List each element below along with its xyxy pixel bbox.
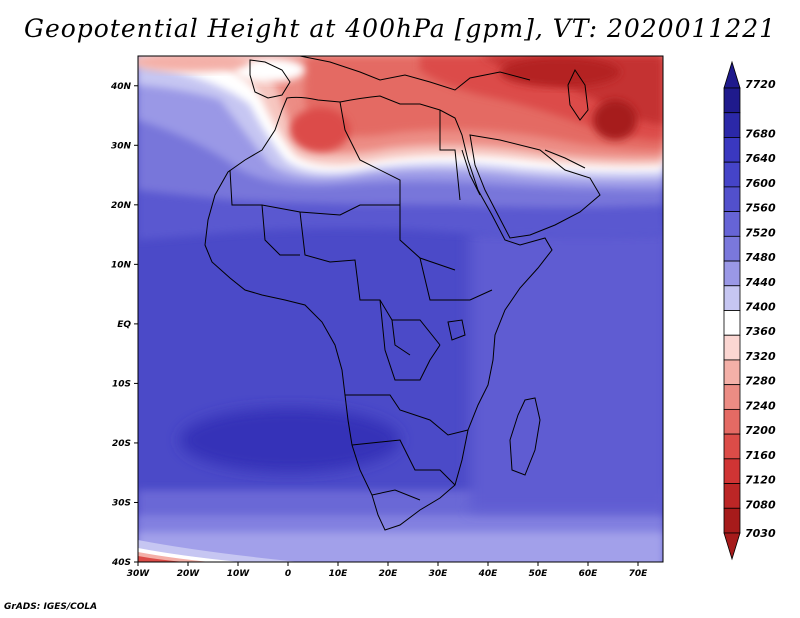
y-tick-label: EQ — [117, 320, 131, 330]
colorbar-label: 7640 — [745, 152, 776, 165]
colorbar-segment — [723, 285, 741, 311]
x-tick-label: 50E — [529, 569, 549, 579]
x-tick-label: 70E — [629, 569, 649, 579]
x-tick-label: 60E — [579, 569, 599, 579]
colorbar-label: 7160 — [745, 449, 776, 462]
colorbar-segment — [723, 112, 741, 138]
colorbar-label: 7480 — [745, 251, 776, 264]
y-tick-label: 10N — [111, 260, 132, 270]
colorbar-segment — [723, 507, 741, 534]
colorbar-segment — [723, 334, 741, 361]
colorbar-segment — [723, 260, 741, 287]
x-tick-label: 10W — [227, 569, 251, 579]
colorbar-segment — [723, 433, 741, 460]
colorbar-label: 7400 — [745, 301, 776, 314]
map-title: Geopotential Height at 400hPa [gpm], VT:… — [23, 14, 777, 43]
colorbar-segment — [723, 310, 741, 336]
axis-ticks: 30W 20W 10W 0 10E 20E 30E 40E 50E 60E 70E 40N 30N 20N… — [110, 82, 649, 579]
colorbar-segment — [723, 161, 741, 188]
plot-frame — [137, 55, 664, 563]
x-tick-label: 0 — [285, 569, 291, 579]
colorbar-label: 7030 — [745, 527, 776, 540]
y-tick-label: 30S — [112, 498, 131, 508]
x-tick-label: 30E — [429, 569, 449, 579]
colorbar-segment — [723, 235, 741, 262]
height-field — [138, 56, 663, 562]
colorbar-segment — [723, 359, 741, 386]
colorbar: 7720 7680 7640 7600 7560 7520 7480 7440 7400 7360… — [723, 60, 776, 561]
colorbar-top-arrow — [723, 60, 741, 89]
colorbar-label: 7360 — [745, 325, 776, 338]
x-tick-label: 40E — [478, 569, 499, 579]
colorbar-label: 7560 — [745, 202, 776, 215]
colorbar-segment — [723, 458, 741, 484]
colorbar-label: 7440 — [745, 276, 776, 289]
colorbar-segment — [723, 384, 741, 410]
y-tick-label: 10S — [112, 379, 131, 389]
y-tick-label: 20S — [112, 439, 131, 449]
colorbar-label: 7280 — [745, 375, 776, 388]
colorbar-label: 7520 — [745, 226, 776, 239]
x-tick-label: 20W — [177, 569, 201, 579]
x-tick-label: 30W — [127, 569, 151, 579]
colorbar-segment — [723, 408, 741, 435]
colorbar-label: 7320 — [745, 350, 776, 363]
y-tick-label: 20N — [111, 201, 132, 211]
colorbar-label: 7240 — [745, 399, 776, 412]
colorbar-label: 7600 — [745, 177, 776, 190]
colorbar-segment — [723, 87, 741, 114]
colorbar-label: 7200 — [745, 424, 776, 437]
colorbar-label: 7080 — [745, 498, 776, 511]
colorbar-segment — [723, 137, 741, 163]
colorbar-label: 7680 — [745, 127, 776, 140]
x-tick-label: 10E — [329, 569, 349, 579]
colorbar-label: 7120 — [745, 474, 776, 487]
grads-credit: GrADS: IGES/COLA — [4, 602, 98, 612]
colorbar-segment — [723, 186, 741, 213]
y-tick-label: 30N — [111, 141, 132, 151]
x-tick-label: 20E — [379, 569, 399, 579]
colorbar-segment — [723, 211, 741, 237]
y-tick-label: 40N — [110, 82, 132, 92]
colorbar-segment — [723, 483, 741, 509]
coastlines — [204, 56, 601, 531]
colorbar-bottom-arrow — [723, 532, 741, 561]
y-tick-label: 40S — [111, 558, 131, 568]
colorbar-label: 7720 — [745, 78, 776, 91]
